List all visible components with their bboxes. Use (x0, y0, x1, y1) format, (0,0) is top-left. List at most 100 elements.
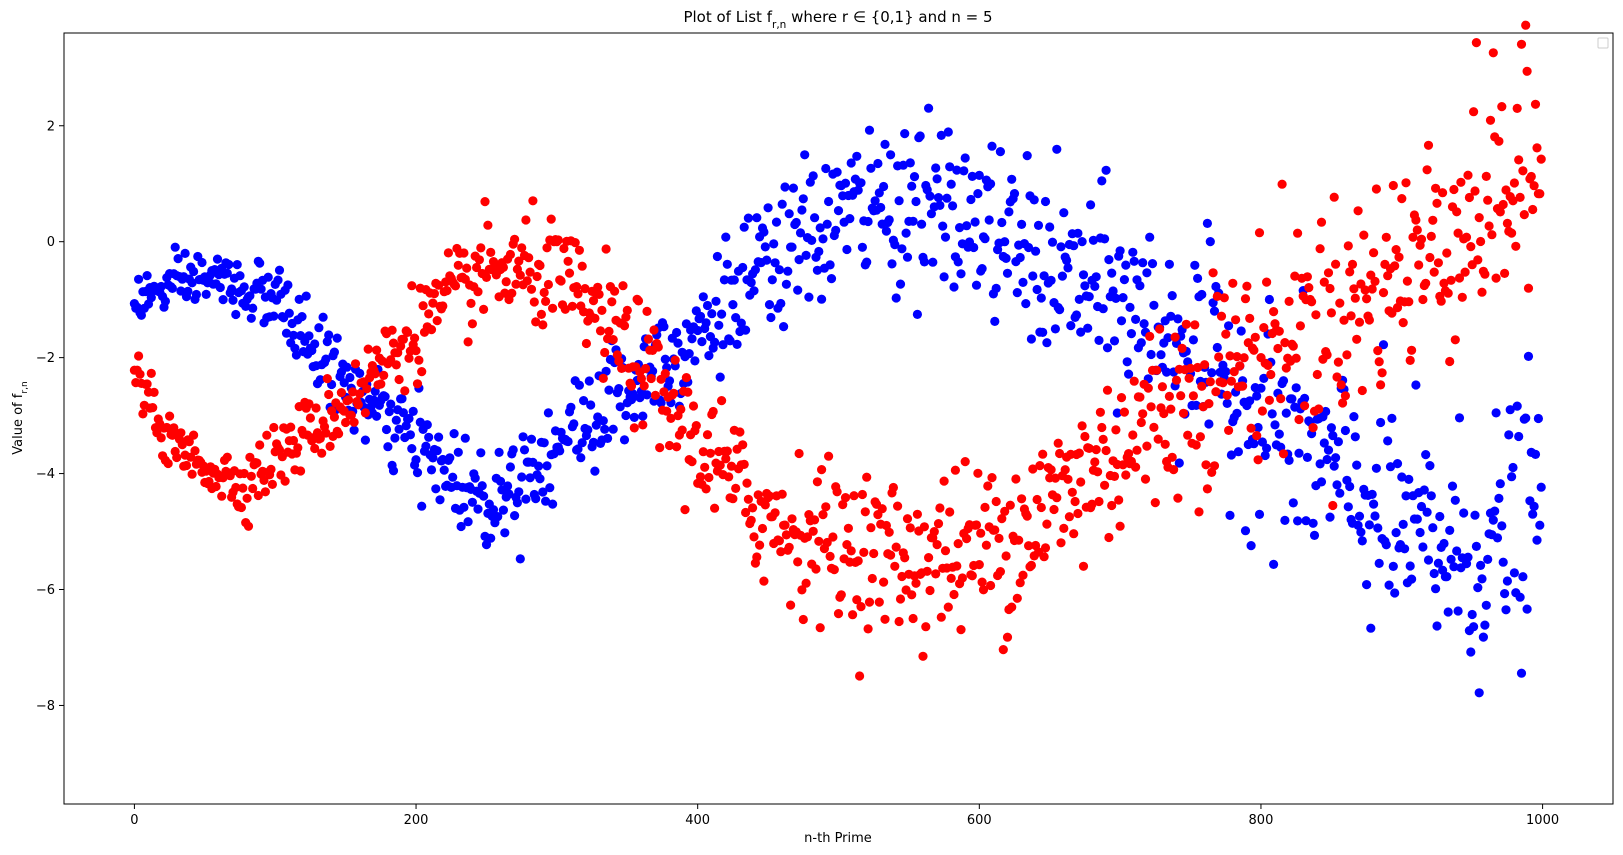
data-point (134, 351, 144, 361)
data-point (1516, 668, 1527, 678)
data-point (1060, 465, 1070, 475)
data-point (1095, 407, 1105, 417)
data-point (576, 453, 586, 463)
data-point (1080, 281, 1090, 291)
data-point (1183, 430, 1193, 440)
data-point (543, 279, 554, 290)
data-point (498, 262, 508, 272)
data-point (714, 320, 724, 330)
data-point (794, 448, 804, 459)
data-point (1500, 268, 1510, 278)
data-point (676, 404, 686, 414)
data-point (833, 206, 844, 216)
data-point (1304, 283, 1314, 293)
data-point (439, 465, 449, 475)
data-point (1343, 241, 1353, 251)
data-point (1038, 327, 1048, 337)
data-point (1035, 461, 1045, 471)
data-point (521, 494, 531, 504)
data-point (1284, 296, 1294, 306)
data-point (1387, 413, 1397, 423)
data-point (1331, 259, 1341, 269)
data-point (784, 542, 794, 552)
data-point (1329, 192, 1339, 202)
data-point (1383, 436, 1393, 446)
data-point (1225, 510, 1235, 520)
data-point (1333, 357, 1343, 367)
data-point (643, 334, 654, 344)
data-point (902, 252, 913, 262)
data-point (1191, 400, 1201, 410)
data-point (712, 251, 723, 262)
data-point (936, 130, 946, 140)
data-point (783, 266, 793, 276)
data-point (1090, 457, 1100, 467)
data-point (262, 430, 272, 440)
data-point (438, 301, 448, 311)
data-point (1140, 474, 1151, 484)
data-point (380, 392, 390, 402)
data-point (1470, 186, 1480, 196)
data-point (1415, 527, 1425, 538)
data-point (394, 374, 404, 385)
data-point (907, 181, 917, 191)
data-point (955, 223, 965, 233)
data-point (1181, 319, 1191, 329)
data-point (470, 473, 480, 483)
data-point (846, 158, 856, 168)
data-point (991, 496, 1001, 507)
data-point (902, 514, 913, 524)
data-point (1209, 461, 1220, 471)
data-point (891, 293, 901, 303)
data-point (786, 600, 796, 610)
data-point (897, 571, 907, 582)
data-point (728, 300, 738, 310)
data-point (173, 254, 183, 264)
data-point (921, 622, 931, 632)
data-point (553, 235, 563, 245)
data-point (962, 221, 972, 231)
data-point (776, 298, 786, 309)
data-point (248, 303, 258, 313)
data-point (1442, 248, 1452, 258)
data-point (411, 346, 421, 356)
data-point (486, 533, 496, 543)
data-point (702, 300, 713, 311)
data-point (1126, 329, 1136, 339)
data-point (1138, 409, 1148, 419)
data-point (801, 578, 811, 588)
data-point (1001, 551, 1011, 561)
data-point (1521, 20, 1531, 30)
data-point (329, 347, 339, 357)
data-point (718, 340, 728, 350)
data-point (505, 462, 515, 472)
data-point (391, 415, 401, 425)
data-point (1371, 184, 1381, 194)
data-point (1407, 574, 1417, 584)
data-point (935, 503, 945, 513)
data-point (1347, 259, 1358, 269)
data-point (288, 435, 299, 446)
data-point (1015, 252, 1025, 263)
data-point (545, 483, 555, 493)
points-layer (129, 20, 1546, 698)
data-point (1246, 541, 1256, 551)
data-point (1466, 242, 1476, 252)
data-point (245, 291, 255, 301)
x-tick-label: 0 (130, 813, 138, 828)
x-tick-label: 200 (404, 813, 429, 828)
data-point (473, 504, 483, 514)
data-point (1119, 407, 1129, 417)
data-point (142, 379, 152, 389)
data-point (404, 413, 414, 424)
data-point (1335, 298, 1345, 308)
data-point (1339, 315, 1349, 325)
data-point (574, 380, 585, 390)
data-point (324, 330, 334, 340)
data-point (466, 298, 476, 308)
data-point (1418, 542, 1428, 552)
data-point (987, 141, 997, 151)
data-point (421, 441, 431, 451)
data-point (842, 244, 852, 255)
data-point (494, 447, 504, 457)
